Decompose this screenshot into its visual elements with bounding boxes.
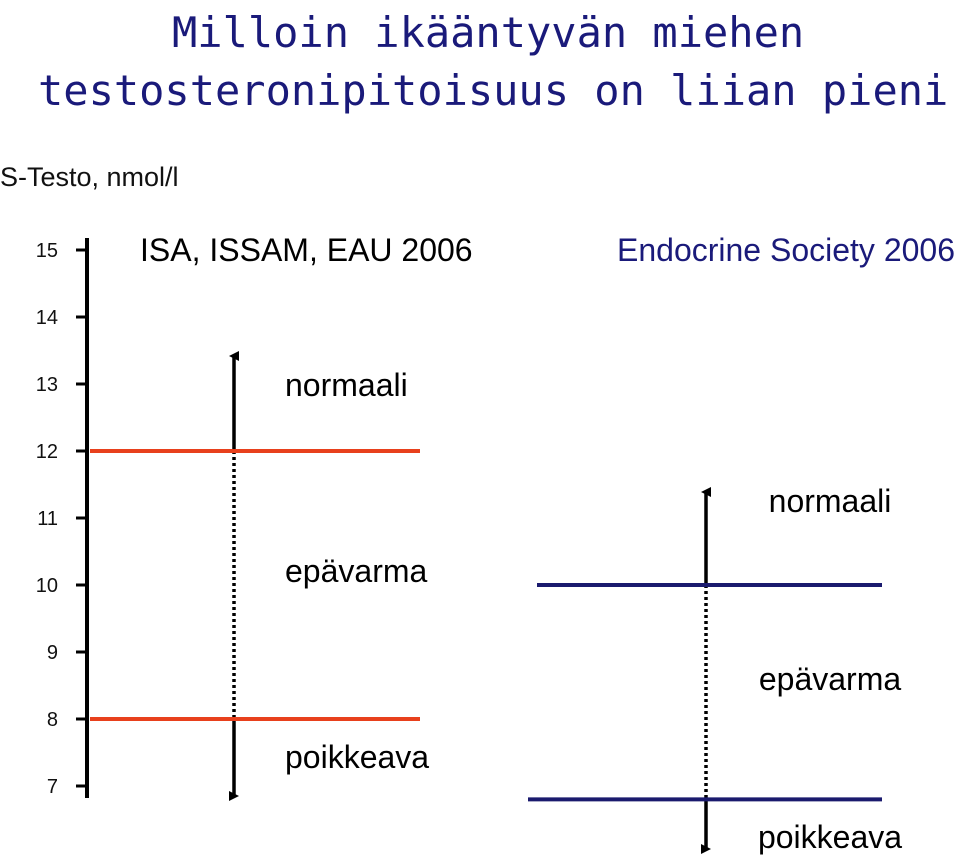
title-line-1: Milloin ikääntyvän miehen — [172, 8, 805, 57]
tick-label: 11 — [37, 508, 58, 530]
guideline-1: ISA, ISSAM, EAU 2006 normaali epävarma poik… — [90, 232, 473, 801]
tick-label: 9 — [47, 642, 58, 664]
y-axis: 15 14 13 12 11 10 9 8 7 — [36, 238, 89, 798]
guideline-header: Endocrine Society 2006 — [617, 232, 955, 268]
tick-label: 12 — [36, 441, 58, 463]
guideline-header: ISA, ISSAM, EAU 2006 — [140, 232, 473, 268]
axis-label: S-Testo, nmol/l — [0, 162, 179, 192]
zone-label: poikkeava — [285, 739, 429, 775]
tick-label: 14 — [36, 307, 58, 329]
zone-label: normaali — [285, 367, 408, 403]
zone-label: poikkeava — [758, 819, 902, 855]
guideline-2: Endocrine Society 2006 normaali epävarma po… — [528, 232, 955, 855]
title-line-2: testosteronipitoisuus on liian pieni ? — [38, 66, 960, 115]
tick-label: 15 — [36, 240, 58, 262]
zone-label: epävarma — [759, 661, 902, 697]
zone-label: normaali — [769, 483, 892, 519]
tick-label: 13 — [36, 374, 58, 396]
tick-label: 10 — [36, 575, 58, 597]
tick-label: 7 — [47, 776, 58, 798]
zone-label: epävarma — [285, 553, 428, 589]
guidelines: ISA, ISSAM, EAU 2006 normaali epävarma poik… — [90, 232, 955, 855]
tick-label: 8 — [47, 709, 58, 731]
